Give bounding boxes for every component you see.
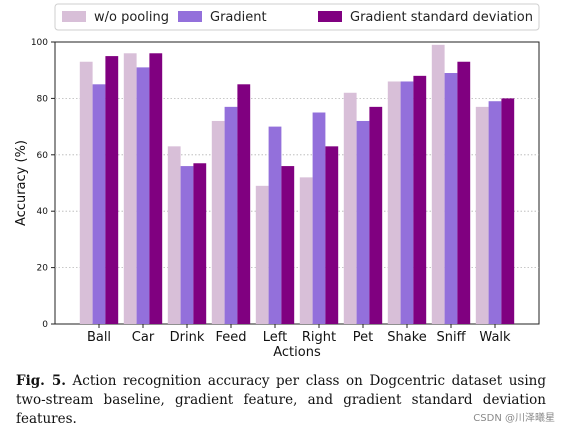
x-tick-label-right: Right: [302, 330, 336, 345]
legend-label-1: w/o pooling: [94, 10, 169, 25]
watermark: CSDN @川泽曦星: [473, 413, 555, 424]
x-tick-label-feed: Feed: [215, 330, 246, 345]
x-tick-label-car: Car: [132, 330, 155, 345]
caption-label: Fig. 5.: [16, 373, 66, 389]
bar-shake-series-2: [400, 81, 414, 324]
bar-right-series-1: [299, 177, 313, 324]
y-tick-label: 40: [37, 207, 49, 217]
bars: [79, 44, 515, 325]
figure-caption: Fig. 5. Action recognition accuracy per …: [16, 372, 546, 429]
bar-drink-series-3: [193, 163, 207, 324]
bar-walk-series-1: [475, 106, 489, 324]
bar-feed-series-3: [237, 84, 251, 324]
bar-ball-series-1: [79, 61, 93, 325]
bar-shake-series-1: [387, 81, 401, 324]
bar-left-series-2: [268, 126, 282, 324]
bar-sniff-series-1: [431, 44, 445, 324]
bar-feed-series-1: [211, 120, 225, 325]
bar-car-series-3: [149, 53, 163, 324]
x-tick-label-walk: Walk: [479, 330, 511, 345]
x-axis-label: Actions: [273, 345, 321, 360]
bar-sniff-series-2: [444, 73, 458, 325]
bar-drink-series-2: [180, 166, 194, 324]
legend-label-3: Gradient standard deviation: [350, 10, 533, 25]
bar-sniff-series-3: [457, 61, 471, 325]
x-tick-label-drink: Drink: [170, 330, 205, 345]
bar-right-series-3: [325, 146, 339, 324]
y-tick-label: 80: [37, 94, 49, 104]
x-axis-ticks: Ball Car Drink Feed Left Right Pet Shake Sniff Wa…: [87, 324, 511, 345]
x-tick-label-sniff: Sniff: [436, 330, 466, 345]
bar-ball-series-2: [92, 84, 106, 324]
legend-swatch-3: [318, 11, 342, 22]
bar-chart: 0 20 40 60 80 100 Ball Car Drink Feed Left Right Pe…: [14, 3, 540, 360]
caption-text: Action recognition accuracy per class on…: [16, 373, 546, 427]
y-tick-label: 20: [37, 264, 49, 274]
y-tick-label: 0: [42, 320, 48, 330]
bar-pet-series-3: [369, 106, 383, 324]
bar-pet-series-2: [356, 120, 370, 325]
y-axis-ticks: 0 20 40 60 80 100: [31, 38, 55, 330]
bar-shake-series-3: [413, 75, 427, 324]
legend-label-2: Gradient: [210, 10, 267, 25]
x-tick-label-ball: Ball: [87, 330, 111, 345]
x-tick-label-pet: Pet: [353, 330, 373, 345]
bar-walk-series-3: [501, 98, 515, 325]
bar-ball-series-3: [105, 56, 119, 324]
bar-car-series-1: [123, 53, 137, 324]
bar-car-series-2: [136, 67, 150, 324]
x-tick-label-shake: Shake: [387, 330, 427, 345]
bar-right-series-2: [312, 112, 326, 324]
plot-frame: [54, 41, 540, 325]
y-axis-label: Accuracy (%): [14, 140, 29, 226]
y-tick-label: 60: [37, 151, 49, 161]
bar-walk-series-2: [488, 101, 502, 324]
legend-swatch-2: [178, 11, 202, 22]
y-tick-label: 100: [31, 38, 48, 48]
bar-left-series-3: [281, 166, 295, 324]
bar-pet-series-1: [343, 92, 357, 324]
legend-frame: [54, 3, 540, 31]
bar-drink-series-1: [167, 146, 181, 324]
legend-swatch-1: [62, 11, 86, 22]
legend: w/o pooling Gradient Gradient standard dev…: [54, 3, 540, 31]
bar-left-series-1: [255, 185, 269, 324]
bar-feed-series-2: [224, 106, 238, 324]
x-tick-label-left: Left: [263, 330, 287, 345]
